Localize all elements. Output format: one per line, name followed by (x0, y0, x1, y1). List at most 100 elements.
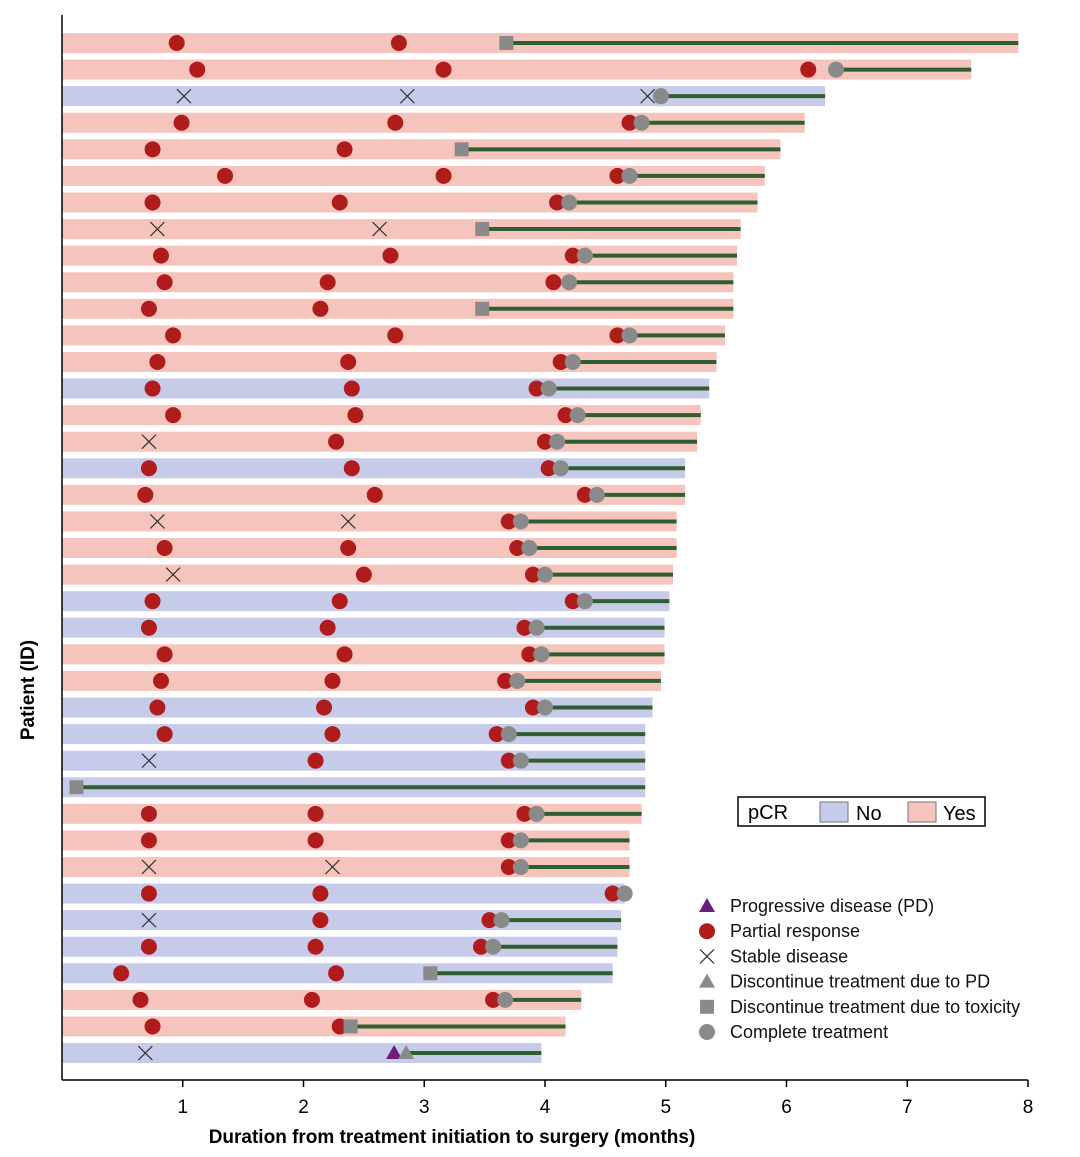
partial-response-marker (307, 752, 324, 769)
stable-disease-marker (699, 948, 715, 964)
patient-row (62, 59, 972, 80)
partial-response-marker (144, 593, 161, 610)
partial-response-marker (343, 460, 360, 477)
patient-row (62, 1016, 566, 1037)
patient-row (62, 458, 686, 479)
partial-response-marker (800, 61, 817, 78)
partial-response-marker (500, 832, 517, 849)
complete-treatment-marker (699, 1024, 715, 1040)
stable-disease-marker (141, 859, 157, 875)
complete-treatment-marker (621, 167, 638, 184)
patient-row (62, 112, 805, 133)
patient-bar-yes (62, 856, 630, 877)
patient-row (62, 511, 677, 532)
complete-treatment-marker (540, 380, 557, 397)
complete-treatment-marker (616, 885, 633, 902)
patient-bar-yes (62, 351, 717, 372)
patient-row (62, 192, 758, 213)
partial-response-marker (312, 912, 329, 929)
partial-response-marker (140, 619, 157, 636)
patient-row (62, 351, 717, 372)
patient-bar-yes (62, 405, 701, 426)
partial-response-marker (564, 593, 581, 610)
partial-response-marker (165, 407, 182, 424)
patient-row (62, 936, 618, 957)
complete-treatment-marker (564, 353, 581, 370)
x-tick-label: 8 (1023, 1097, 1034, 1118)
partial-response-marker (316, 699, 333, 716)
partial-response-marker (343, 380, 360, 397)
partial-response-marker (621, 114, 638, 131)
marker-legend-label: Partial response (730, 921, 860, 941)
partial-response-marker (382, 247, 399, 264)
patient-row (62, 538, 677, 559)
pcr-no-swatch (819, 801, 849, 823)
patient-bar-no (62, 697, 653, 718)
complete-treatment-marker (512, 858, 529, 875)
partial-response-marker (435, 167, 452, 184)
patient-row (62, 963, 613, 984)
partial-response-marker (307, 938, 324, 955)
partial-response-marker (481, 912, 498, 929)
partial-response-marker (500, 513, 517, 530)
patient-bar-yes (62, 1016, 566, 1037)
patient-row (62, 325, 725, 346)
patient-bar-yes (62, 644, 665, 665)
complete-treatment-marker (576, 247, 593, 264)
complete-treatment-marker (537, 566, 553, 583)
complete-treatment-marker (588, 486, 605, 503)
stable-disease-marker (137, 1045, 153, 1061)
partial-response-marker (165, 327, 182, 344)
partial-response-marker (336, 646, 353, 663)
discontinue-toxicity-marker (499, 36, 514, 50)
progressive-disease-marker (386, 1045, 403, 1060)
patient-row (62, 697, 653, 718)
stable-disease-marker (372, 221, 387, 237)
patient-bar-no (62, 750, 646, 771)
partial-response-marker (609, 327, 626, 344)
marker-legend-label: Stable disease (730, 946, 848, 966)
partial-response-marker (307, 832, 324, 849)
partial-response-marker (156, 726, 173, 743)
partial-response-marker (549, 194, 566, 211)
stable-disease-marker (149, 514, 165, 529)
patient-row (62, 165, 765, 186)
patient-bar-yes (62, 803, 642, 824)
patient-row (62, 378, 710, 399)
patient-row (62, 670, 661, 691)
x-tick-label: 6 (781, 1097, 792, 1118)
pcr-legend: pCR No Yes (737, 796, 986, 827)
discontinue-toxicity-marker (343, 1019, 358, 1034)
patient-row (62, 86, 826, 107)
patient-bar-no (62, 458, 686, 479)
stable-disease-marker (176, 88, 192, 104)
partial-response-marker (156, 646, 173, 663)
partial-response-marker (576, 486, 593, 503)
patient-row (62, 803, 642, 824)
patient-row (62, 431, 698, 452)
complete-treatment-marker (500, 726, 517, 743)
partial-response-marker (140, 885, 157, 902)
partial-response-marker (149, 353, 166, 370)
partial-response-marker (485, 991, 502, 1008)
partial-response-marker (516, 619, 533, 636)
partial-response-marker (540, 460, 557, 477)
stable-disease-marker (640, 88, 656, 104)
patient-row (62, 830, 630, 851)
patient-row (62, 644, 665, 665)
partial-response-marker (156, 274, 173, 291)
marker-legend-label: Discontinue treatment due to PD (730, 972, 990, 992)
partial-response-marker (524, 699, 541, 716)
partial-response-marker (149, 699, 166, 716)
partial-response-marker (509, 540, 526, 557)
pcr-no-label: No (856, 803, 882, 825)
patient-row (62, 989, 582, 1010)
partial-response-marker (328, 965, 345, 982)
complete-treatment-marker (528, 805, 545, 822)
discontinue-toxicity-marker (454, 142, 469, 157)
partial-response-marker (328, 433, 345, 450)
patient-row (62, 564, 673, 585)
patient-bar-no (62, 1043, 542, 1064)
marker-legend-label: Progressive disease (PD) (730, 896, 934, 916)
